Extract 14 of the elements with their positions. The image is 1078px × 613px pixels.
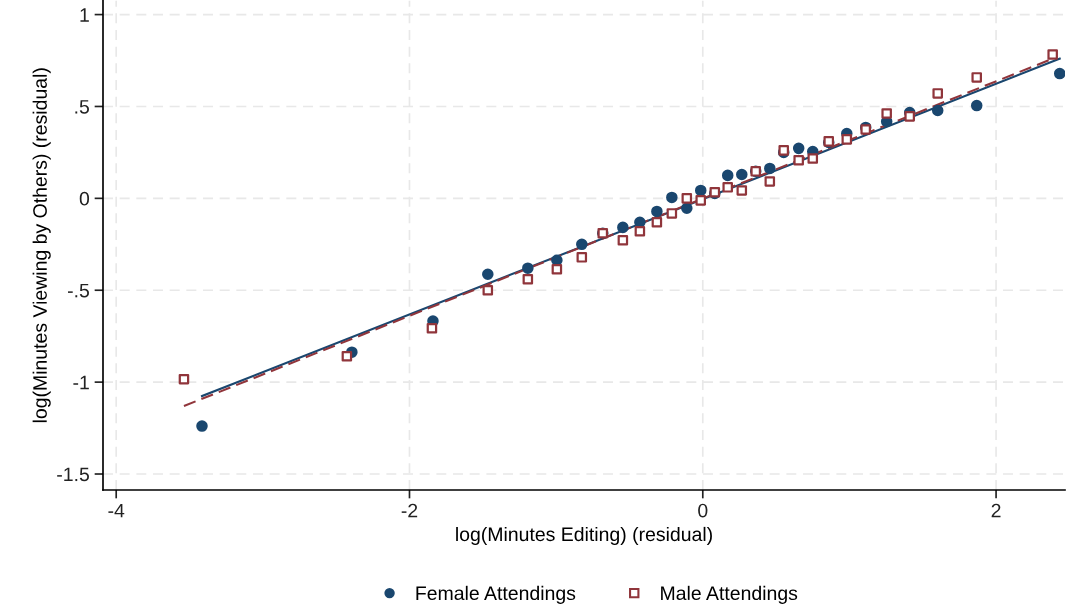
y-axis-title: log(Minutes Viewing by Others) (residual) bbox=[32, 68, 51, 423]
x-axis-title: log(Minutes Editing) (residual) bbox=[456, 526, 712, 545]
y-tick-label: -1 bbox=[73, 375, 89, 390]
x-tick-label: -2 bbox=[401, 503, 418, 518]
x-tick-label: -4 bbox=[108, 503, 125, 518]
y-tick-label: -.5 bbox=[67, 283, 89, 298]
y-tick-label: -1.5 bbox=[57, 467, 89, 482]
legend-label: Male Attendings bbox=[661, 585, 798, 604]
x-tick-label: 0 bbox=[698, 503, 708, 518]
y-tick-label: .5 bbox=[75, 100, 89, 114]
legend-label: Female Attendings bbox=[416, 585, 576, 604]
y-tick-label: 0 bbox=[79, 191, 90, 206]
x-tick-label: 2 bbox=[991, 503, 1001, 518]
y-tick-label: 1 bbox=[80, 8, 89, 22]
